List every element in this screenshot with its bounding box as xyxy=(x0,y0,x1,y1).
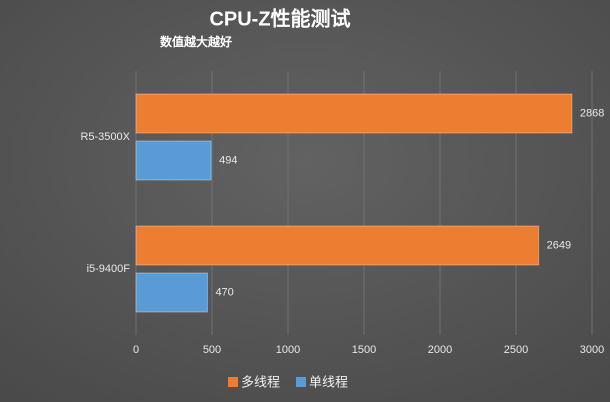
x-tick-label: 1000 xyxy=(276,344,300,356)
legend-swatch xyxy=(228,377,238,387)
x-tick-label: 0 xyxy=(133,344,139,356)
data-label: 470 xyxy=(215,286,233,298)
y-tick-label: R5-3500X xyxy=(80,131,130,143)
x-tick-label: 500 xyxy=(203,344,221,356)
y-tick-label: i5-9400F xyxy=(87,263,131,275)
x-tick-label: 3000 xyxy=(580,344,604,356)
legend-label: 多线程 xyxy=(241,374,280,389)
legend-swatch xyxy=(296,377,306,387)
data-label: 2868 xyxy=(580,107,604,119)
x-tick-label: 2500 xyxy=(504,344,528,356)
bar xyxy=(135,93,573,134)
data-label: 2649 xyxy=(547,239,571,251)
chart-subtitle: 数值越大越好 xyxy=(160,34,232,49)
bar xyxy=(135,272,208,313)
chart-title: CPU-Z性能测试 xyxy=(209,6,350,30)
bar xyxy=(135,140,212,181)
legend-label: 单线程 xyxy=(309,374,348,389)
x-tick-label: 1500 xyxy=(352,344,376,356)
data-label: 494 xyxy=(219,154,237,166)
bar xyxy=(135,225,540,266)
x-tick-label: 2000 xyxy=(428,344,452,356)
